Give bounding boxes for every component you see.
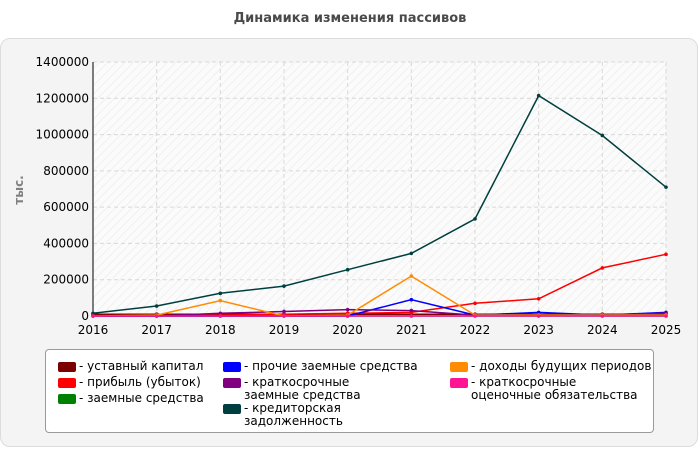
data-point [664, 185, 668, 189]
data-point [664, 252, 668, 257]
x-tick-label: 2023 [523, 323, 554, 337]
data-point [282, 309, 286, 314]
legend-swatch [58, 378, 76, 388]
legend-label: - уставный капитал [79, 359, 204, 373]
y-tick-label: 200000 [43, 273, 89, 287]
data-point [282, 284, 286, 288]
legend-label: - краткосрочные оценочные обязательства [471, 375, 638, 402]
data-point [409, 314, 414, 318]
data-point [600, 314, 605, 318]
x-tick-label: 2019 [269, 323, 300, 337]
data-point [600, 133, 605, 138]
legend-label: - заемные средства [79, 391, 204, 405]
data-point [218, 314, 223, 318]
legend-label: - прибыль (убыток) [79, 375, 201, 389]
data-point [600, 266, 605, 270]
x-tick-label: 2021 [396, 323, 427, 337]
legend-label: - кредиторская задолженность [244, 401, 343, 428]
data-point [409, 297, 414, 302]
legend-swatch [223, 378, 241, 388]
chart-title: Динамика изменения пассивов [233, 11, 467, 26]
legend-swatch [223, 404, 241, 414]
series-line-6 [92, 275, 666, 317]
x-tick-label: 2022 [460, 323, 491, 337]
legend-swatch [450, 378, 468, 388]
y-axis-label: тыс. [12, 175, 26, 204]
y-tick-label: 1400000 [36, 55, 89, 69]
data-point [345, 307, 350, 312]
tick-labels: 0 200000 400000 600000 800000 1000000 1200000 1… [36, 55, 682, 337]
data-point [536, 310, 541, 315]
data-point [91, 314, 95, 318]
data-point [409, 251, 414, 256]
data-point [536, 93, 541, 98]
data-point [282, 314, 286, 318]
y-tick-label: 600000 [43, 200, 89, 214]
data-point [154, 304, 159, 308]
legend-swatch [450, 362, 468, 372]
data-point [218, 291, 223, 296]
data-point [409, 274, 414, 278]
data-point [91, 311, 95, 316]
legend: - уставный капитал - прибыль (убыток) - за… [45, 349, 654, 433]
x-tick-label: 2020 [332, 323, 363, 337]
data-point [473, 301, 477, 306]
data-point [473, 217, 477, 221]
data-point [345, 267, 350, 272]
data-point [409, 308, 414, 313]
series-lines [91, 93, 668, 318]
x-tick-label: 2025 [651, 323, 682, 337]
legend-label: - прочие заемные средства [244, 359, 418, 373]
data-point [536, 296, 541, 301]
x-tick-label: 2016 [78, 323, 109, 337]
legend-swatch [58, 394, 76, 404]
y-tick-label: 0 [81, 309, 89, 323]
data-point [473, 314, 477, 318]
x-tick-label: 2024 [587, 323, 618, 337]
x-tick-label: 2018 [205, 323, 236, 337]
y-tick-label: 800000 [43, 164, 89, 178]
data-point [218, 298, 223, 303]
plot-background [93, 62, 666, 316]
data-point [218, 311, 223, 316]
legend-swatch [223, 362, 241, 372]
y-tick-label: 1200000 [36, 91, 89, 105]
y-tick-label: 1000000 [36, 128, 89, 142]
legend-label: - краткосрочные заемные средства [244, 375, 361, 402]
data-point [154, 314, 159, 318]
y-tick-label: 400000 [43, 236, 89, 250]
data-point [664, 314, 668, 318]
data-point [345, 314, 350, 318]
data-point [536, 314, 541, 318]
x-tick-label: 2017 [141, 323, 172, 337]
legend-label: - доходы будущих периодов [471, 359, 652, 373]
grid-lines [93, 61, 667, 316]
series-line-5 [92, 94, 667, 315]
legend-swatch [58, 362, 76, 372]
